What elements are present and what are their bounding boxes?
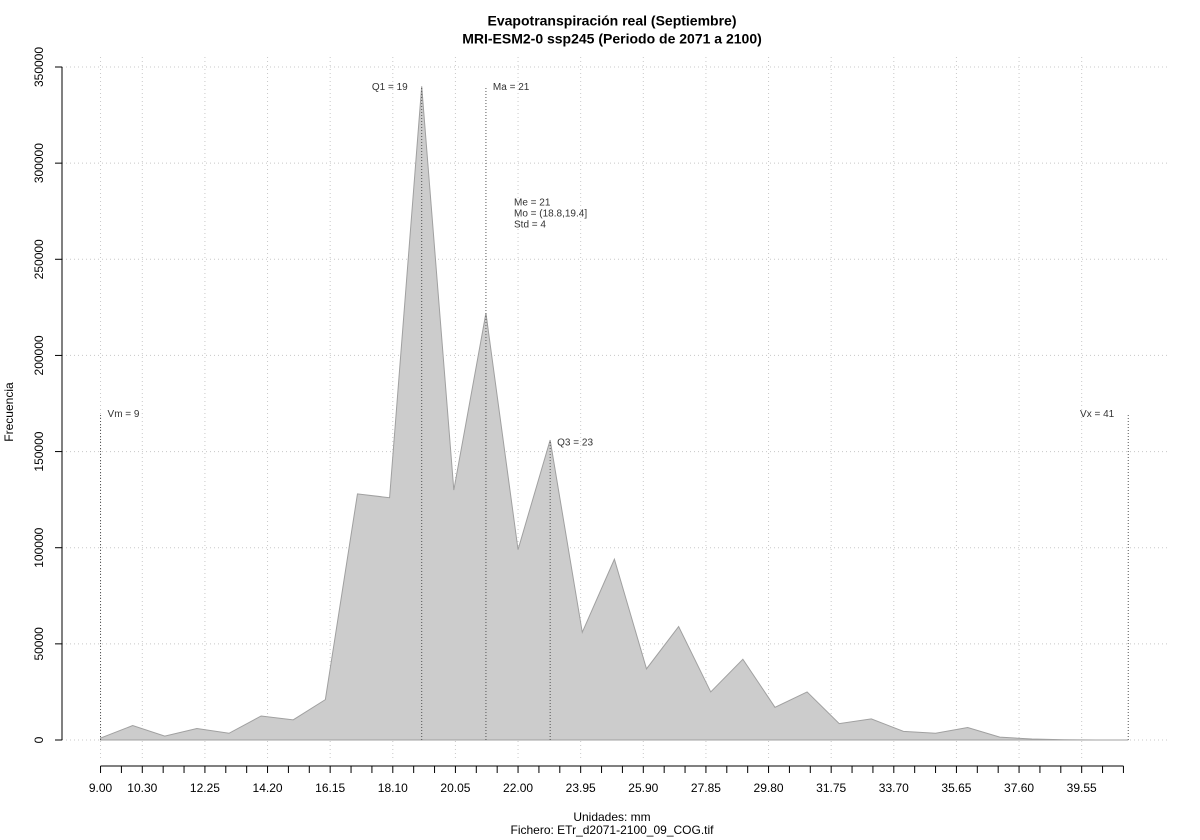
x-tick-label: 9.00: [89, 781, 113, 795]
x-tick-label: 12.25: [190, 781, 220, 795]
marker-label: Vx = 41: [1080, 409, 1115, 420]
x-tick-label: 18.10: [378, 781, 408, 795]
y-axis-label: Frecuencia: [2, 382, 16, 442]
y-tick-label: 200000: [32, 335, 46, 375]
y-tick-label: 100000: [32, 527, 46, 567]
marker-label: Ma = 21: [493, 82, 530, 93]
x-tick-label: 16.15: [315, 781, 345, 795]
marker-label: Vm = 9: [108, 409, 140, 420]
x-tick-label: 35.65: [941, 781, 971, 795]
marker-label: Q1 = 19: [372, 82, 408, 93]
y-tick-label: 250000: [32, 239, 46, 279]
y-tick-label: 300000: [32, 143, 46, 183]
y-tick-label: 150000: [32, 431, 46, 471]
x-tick-label: 23.95: [566, 781, 596, 795]
x-tick-label: 10.30: [127, 781, 157, 795]
y-tick-label: 50000: [32, 627, 46, 661]
x-tick-label: 29.80: [754, 781, 784, 795]
x-tick-label: 37.60: [1004, 781, 1034, 795]
caption: Fichero: ETr_d2071-2100_09_COG.tif: [511, 823, 715, 837]
y-tick-label: 0: [32, 736, 46, 743]
x-tick-label: 25.90: [628, 781, 658, 795]
x-tick-label: 31.75: [816, 781, 846, 795]
chart-subtitle: MRI-ESM2-0 ssp245 (Periodo de 2071 a 210…: [462, 31, 762, 47]
x-tick-label: 33.70: [879, 781, 909, 795]
x-tick-label: 20.05: [440, 781, 470, 795]
marker-label: Q3 = 23: [557, 438, 593, 449]
y-tick-label: 350000: [32, 47, 46, 87]
x-tick-label: 27.85: [691, 781, 721, 795]
x-tick-label: 39.55: [1067, 781, 1097, 795]
chart-title: Evapotranspiración real (Septiembre): [488, 13, 737, 29]
area: [100, 86, 1129, 741]
stat-label: Std = 4: [514, 220, 546, 231]
stat-label: Mo = (18.8,19.4]: [514, 209, 587, 220]
x-tick-label: 22.00: [503, 781, 533, 795]
x-tick-label: 14.20: [253, 781, 283, 795]
x-axis-label: Unidades: mm: [573, 810, 650, 824]
stat-label: Me = 21: [514, 198, 551, 209]
